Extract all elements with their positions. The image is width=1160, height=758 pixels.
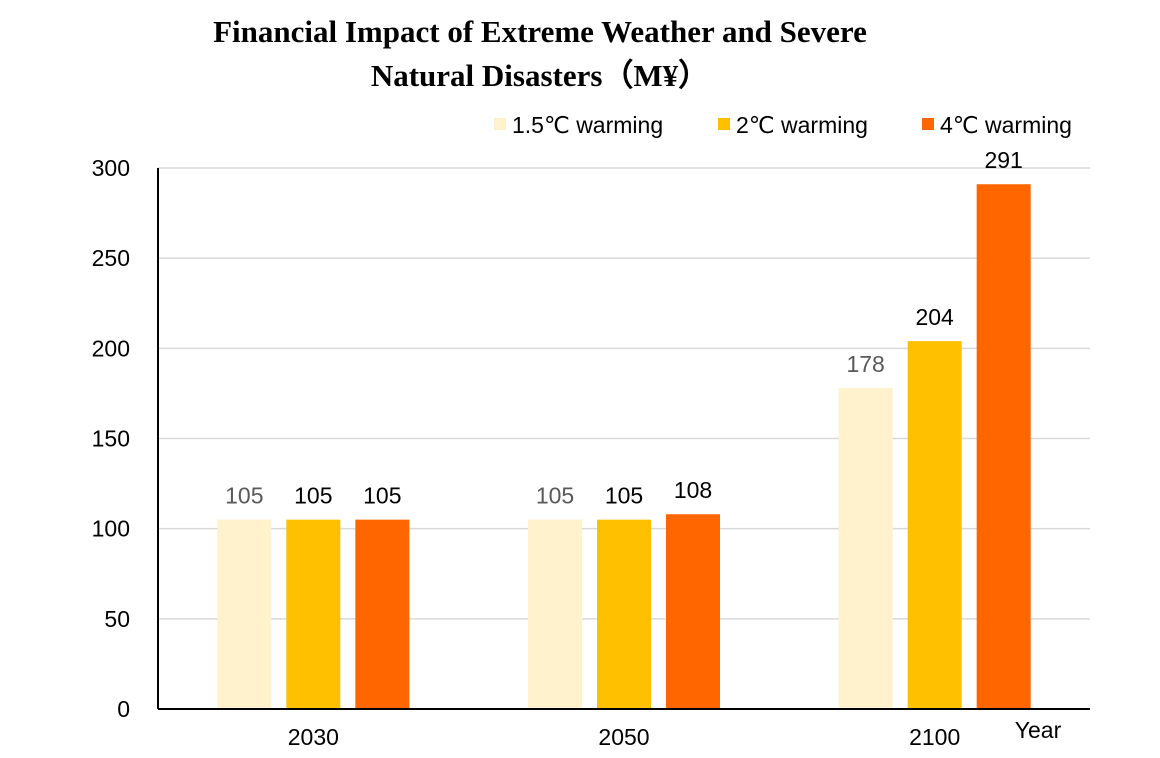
legend-label: 4℃ warming — [940, 112, 1072, 138]
chart-title-line2: Natural Disasters（M¥） — [370, 58, 710, 93]
y-tick-label: 300 — [92, 155, 130, 181]
y-tick-label: 200 — [92, 335, 130, 361]
x-tick-label: 2100 — [909, 724, 960, 750]
data-label: 204 — [915, 304, 954, 330]
legend-label: 1.5℃ warming — [512, 112, 663, 138]
data-label: 105 — [294, 483, 332, 509]
y-axis-ticks: 0 50 100 150 200 250 300 — [92, 155, 130, 722]
bar — [528, 519, 582, 709]
legend-label: 2℃ warming — [736, 112, 868, 138]
bar — [666, 514, 720, 709]
y-tick-label: 0 — [117, 696, 130, 722]
data-label: 105 — [605, 483, 643, 509]
bar — [838, 388, 893, 709]
chart-title: Financial Impact of Extreme Weather and … — [130, 10, 950, 98]
x-axis-label: Year — [1015, 717, 1062, 743]
data-label: 108 — [674, 477, 712, 503]
y-tick-label: 250 — [92, 245, 130, 271]
bars — [217, 184, 1031, 710]
bar — [217, 519, 272, 709]
legend-swatch — [718, 118, 730, 130]
x-tick-label: 2050 — [598, 724, 649, 750]
x-axis-ticks: 2030 2050 2100 — [288, 724, 961, 750]
legend-swatch — [494, 118, 506, 130]
data-label: 105 — [225, 483, 263, 509]
data-label: 178 — [846, 351, 884, 377]
y-tick-label: 100 — [92, 516, 130, 542]
y-tick-label: 150 — [92, 426, 130, 452]
data-label: 105 — [363, 483, 401, 509]
x-tick-label: 2030 — [288, 724, 339, 750]
bar — [286, 519, 341, 709]
legend: 1.5℃ warming 2℃ warming 4℃ warming — [494, 112, 1072, 138]
bar — [907, 341, 962, 709]
chart-title-line1: Financial Impact of Extreme Weather and … — [213, 14, 867, 49]
bar — [355, 519, 410, 709]
y-tick-label: 50 — [104, 606, 130, 632]
bar — [597, 519, 651, 709]
data-label: 105 — [536, 483, 574, 509]
bar — [976, 184, 1031, 710]
legend-swatch — [922, 118, 934, 130]
value-labels: 105 105 105 105 105 108 178 204 291 — [225, 147, 1023, 508]
data-label: 291 — [984, 147, 1022, 173]
